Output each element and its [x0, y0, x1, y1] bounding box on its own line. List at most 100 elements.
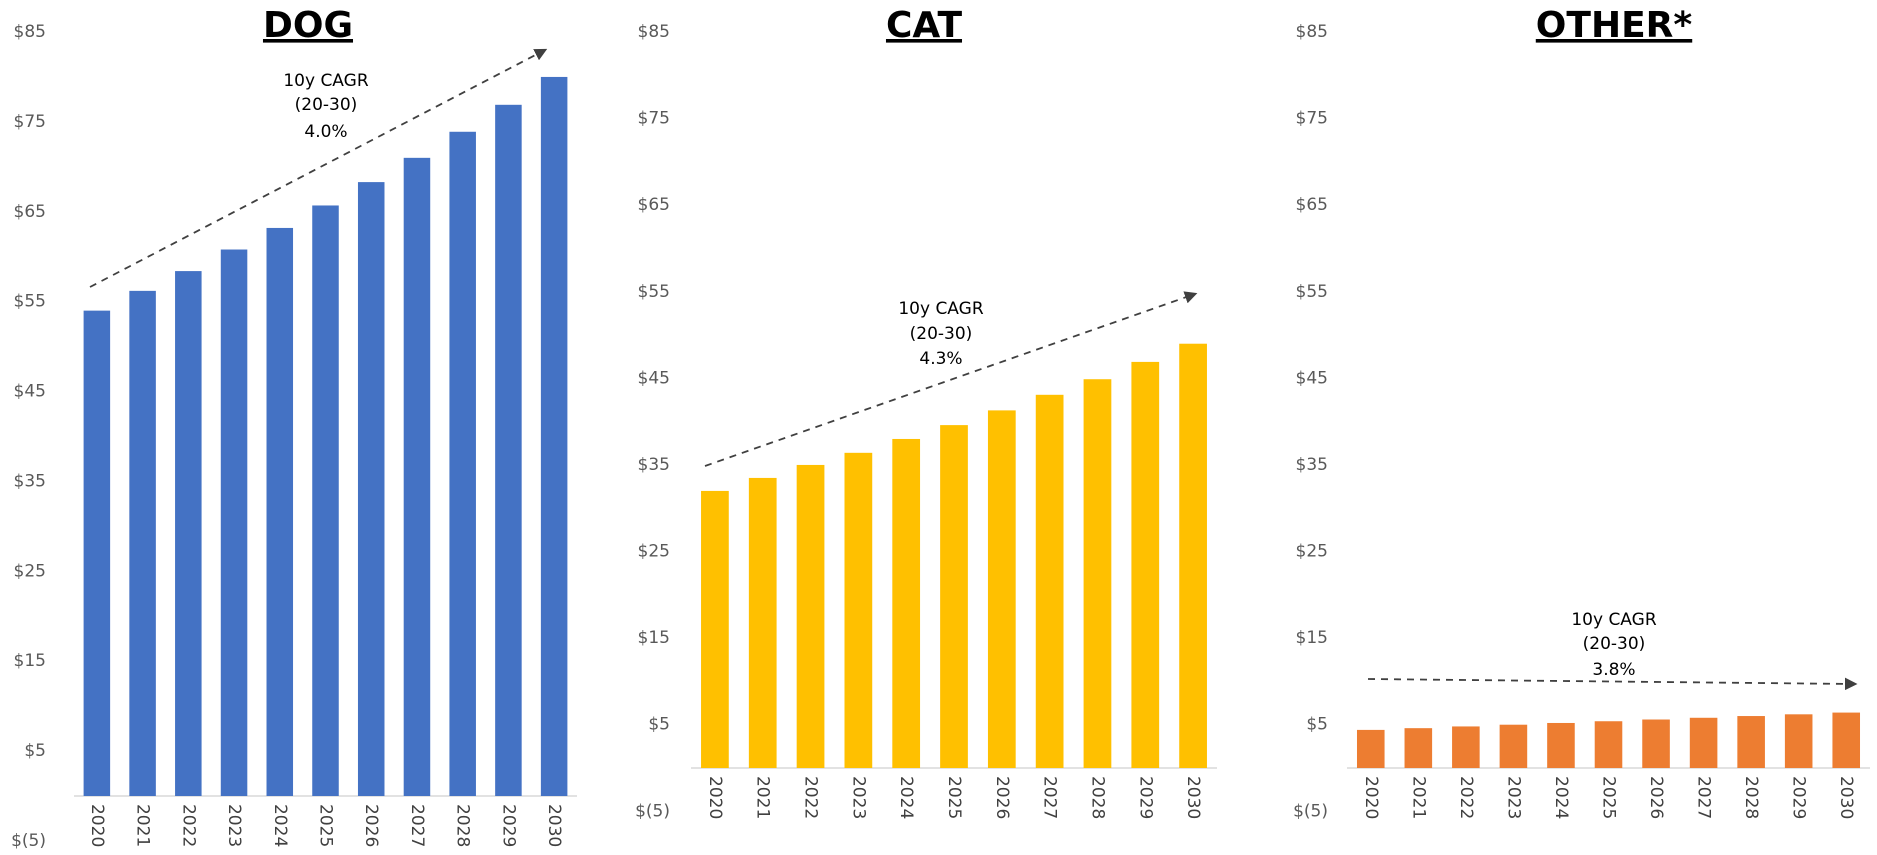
- y-tick-label: $75: [1296, 109, 1328, 129]
- bar: [540, 76, 568, 797]
- y-tick-label: $35: [638, 455, 670, 475]
- bar: [844, 452, 873, 768]
- x-tick-label: 2021: [753, 776, 773, 819]
- bar: [449, 131, 476, 796]
- x-tick-label: 2028: [1741, 776, 1761, 819]
- bar: [129, 290, 156, 796]
- y-tick-label: $55: [14, 292, 46, 312]
- y-tick-label: $45: [14, 382, 46, 402]
- x-tick-label: 2024: [1551, 776, 1571, 819]
- annotation: 10y CAGR: [898, 299, 983, 319]
- y-tick-label: $5: [1306, 715, 1328, 735]
- bar: [495, 104, 522, 797]
- bar: [1642, 719, 1670, 768]
- y-tick-label: $15: [1296, 628, 1328, 648]
- y-tick-label: $55: [1296, 282, 1328, 302]
- y-tick-label: $75: [14, 112, 46, 132]
- bar: [1035, 394, 1064, 768]
- x-tick-label: 2025: [316, 804, 336, 847]
- x-tick-label: 2021: [133, 804, 153, 847]
- x-tick-label: 2028: [453, 804, 473, 847]
- x-tick-label: 2020: [87, 804, 107, 847]
- x-tick-label: 2030: [1183, 776, 1203, 819]
- bar: [266, 227, 294, 796]
- chart-title: OTHER*: [1536, 5, 1693, 46]
- bar: [892, 438, 921, 768]
- y-tick-label: $65: [638, 195, 670, 215]
- bar: [1737, 716, 1765, 768]
- x-tick-label: 2026: [1646, 776, 1666, 819]
- x-tick-label: 2028: [1087, 776, 1107, 819]
- x-tick-label: 2026: [992, 776, 1012, 819]
- x-tick-label: 2024: [896, 776, 916, 819]
- x-tick-label: 2027: [407, 804, 427, 847]
- y-tick-label: $75: [638, 109, 670, 129]
- bar: [940, 425, 968, 768]
- x-tick-label: 2024: [270, 804, 290, 847]
- bar: [701, 490, 729, 768]
- bar: [987, 410, 1016, 768]
- bar: [175, 271, 202, 797]
- chart-title: CAT: [886, 5, 962, 46]
- y-tick-label: $45: [1296, 368, 1328, 388]
- y-tick-label: $25: [1296, 542, 1328, 562]
- annotation: (20-30): [910, 324, 973, 344]
- x-tick-label: 2023: [224, 804, 244, 847]
- x-tick-label: 2022: [1456, 776, 1476, 819]
- bar: [1832, 712, 1861, 768]
- annotation: 10y CAGR: [1571, 610, 1656, 630]
- y-tick-label: $85: [14, 22, 46, 42]
- bar: [1404, 728, 1433, 768]
- bar: [312, 205, 339, 796]
- bar: [1499, 724, 1528, 768]
- x-tick-label: 2027: [1694, 776, 1714, 819]
- bar: [403, 157, 431, 796]
- y-tick-label: $65: [1296, 195, 1328, 215]
- annotation: 4.0%: [304, 122, 347, 142]
- bar: [1356, 729, 1385, 768]
- x-tick-label: 2020: [1361, 776, 1381, 819]
- chart-title: DOG: [263, 5, 353, 46]
- x-tick-label: 2020: [705, 776, 725, 819]
- y-tick-label: $85: [1296, 22, 1328, 42]
- x-tick-label: 2029: [498, 804, 518, 847]
- y-tick-label: $65: [14, 202, 46, 222]
- bar: [1594, 721, 1623, 768]
- bar: [83, 310, 111, 796]
- bar: [1452, 726, 1480, 768]
- bar: [796, 464, 825, 768]
- annotation: 3.8%: [1592, 660, 1635, 680]
- trend-arrow: [704, 291, 1198, 467]
- y-tick-label: $25: [638, 542, 670, 562]
- bar: [1179, 343, 1207, 768]
- annotation: 10y CAGR: [283, 71, 368, 91]
- x-tick-label: 2030: [544, 804, 564, 847]
- y-tick-label: $15: [638, 628, 670, 648]
- x-tick-label: 2022: [178, 804, 198, 847]
- bar: [748, 477, 777, 768]
- x-tick-label: 2022: [801, 776, 821, 819]
- x-tick-label: 2029: [1135, 776, 1155, 819]
- y-tick-label: $(5): [635, 801, 670, 821]
- bar: [1689, 717, 1718, 768]
- y-tick-label: $35: [1296, 455, 1328, 475]
- annotation: 4.3%: [919, 349, 962, 369]
- bar: [357, 182, 385, 797]
- trend-arrow: [1367, 677, 1858, 691]
- y-tick-label: $(5): [1293, 801, 1328, 821]
- y-tick-label: $(5): [11, 831, 46, 851]
- x-tick-label: 2030: [1836, 776, 1856, 819]
- bar: [1784, 714, 1813, 768]
- annotation: (20-30): [1583, 634, 1646, 654]
- bar: [1547, 722, 1575, 768]
- y-tick-label: $35: [14, 471, 46, 491]
- y-tick-label: $45: [638, 368, 670, 388]
- y-tick-label: $85: [638, 22, 670, 42]
- x-tick-label: 2021: [1408, 776, 1428, 819]
- bar: [220, 249, 248, 797]
- x-tick-label: 2025: [944, 776, 964, 819]
- y-tick-label: $25: [14, 561, 46, 581]
- y-tick-label: $5: [648, 715, 670, 735]
- x-tick-label: 2027: [1040, 776, 1060, 819]
